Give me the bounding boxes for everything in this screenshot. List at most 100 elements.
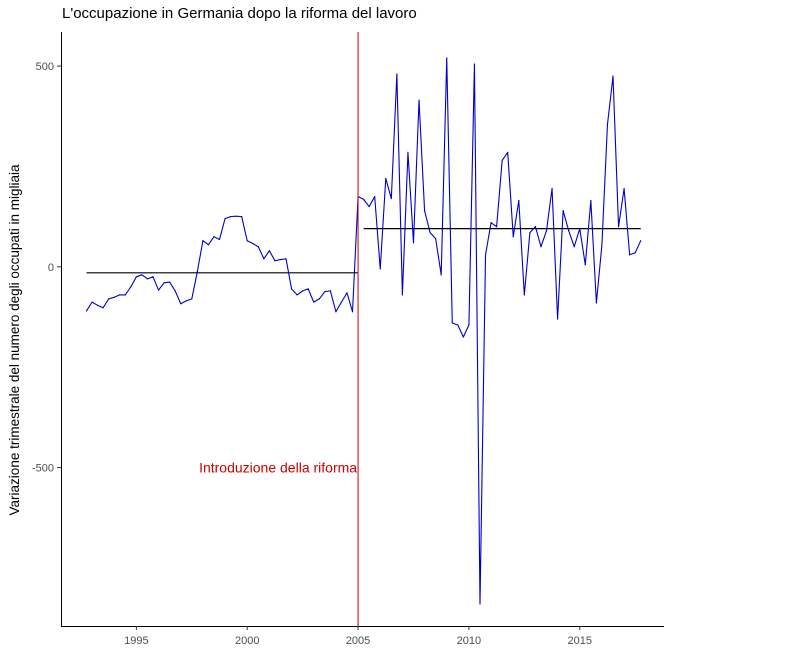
data-point [169,281,171,283]
data-point [257,246,259,248]
x-tick-label: 2015 [568,635,592,647]
data-point [579,228,581,230]
data-point [157,289,160,291]
y-ticks: 500 0 -500 [32,61,61,474]
data-point [85,310,88,312]
x-ticks: 1995 2000 2005 2010 2015 [124,626,592,647]
data-point [562,210,564,212]
x-tick-label: 2010 [457,635,481,647]
data-point [423,210,426,212]
y-axis-title: Variazione trimestrale del numero degli … [7,164,22,515]
data-point [473,63,476,65]
data-point [91,301,93,303]
data-point [146,278,149,280]
data-point [113,296,115,298]
data-point [351,311,354,313]
data-point [612,75,614,77]
data-point [401,294,404,296]
data-point [335,311,337,313]
data-point [274,260,276,262]
data-point [451,322,453,324]
data-point [124,294,126,296]
data-point [263,258,265,260]
data-point [363,198,365,200]
data-point [573,246,575,248]
data-point [601,244,603,246]
data-point [518,199,520,202]
data-point [457,324,459,326]
data-point [629,254,631,256]
data-point [141,274,143,276]
y-tick-label: 500 [36,61,54,73]
chart-marks: Introduzione della riforma [85,32,642,626]
data-point [290,288,293,290]
data-point [318,298,320,300]
data-point [202,240,204,242]
data-point [390,197,392,200]
data-point [534,226,537,228]
data-point [152,276,154,278]
data-point [396,73,398,75]
data-point [551,187,553,190]
data-point [340,301,343,303]
data-point [102,307,104,309]
data-point [229,216,232,218]
data-point [108,298,110,300]
data-point [207,244,210,246]
data-point [119,294,121,296]
data-point [590,199,592,202]
data-point [523,294,525,296]
data-point [285,258,287,260]
y-tick-label: 0 [48,262,54,274]
data-point [235,215,237,217]
data-point [213,236,215,238]
data-point [224,218,226,220]
data-point [191,298,193,300]
data-point [174,290,176,292]
data-point [252,242,254,245]
y-tick-label: -500 [32,462,54,474]
data-point [96,304,99,306]
data-point [163,282,165,284]
data-point [496,226,498,228]
data-point [302,290,304,292]
data-point [584,264,586,266]
data-point [617,226,620,228]
data-point [324,291,326,293]
data-point [545,230,548,232]
data-point [568,230,570,232]
data-point [556,318,559,320]
data-point [329,290,331,292]
data-point [446,57,448,59]
data-point [501,159,503,162]
series-line [86,57,642,605]
data-point [479,603,481,605]
data-point [385,177,387,180]
data-point [440,274,442,276]
data-point [307,288,309,290]
data-point [418,99,420,101]
data-point [246,240,248,242]
data-point [606,123,609,125]
data-point [279,258,282,261]
data-point [185,300,187,302]
data-point [507,151,509,154]
data-point [462,336,464,338]
data-point [346,292,348,294]
data-point [135,276,137,278]
data-point [196,271,198,273]
data-point [368,205,370,208]
data-point [468,324,470,326]
data-point [180,303,182,305]
data-point [296,294,298,296]
data-point [490,222,492,224]
data-point [512,236,514,238]
data-point [435,238,437,240]
data-point [313,301,315,303]
data-point [379,268,381,270]
data-point [429,232,431,234]
data-point [241,216,243,218]
data-point [540,246,542,248]
reform-annotation: Introduzione della riforma [199,459,357,475]
data-point [268,250,270,252]
